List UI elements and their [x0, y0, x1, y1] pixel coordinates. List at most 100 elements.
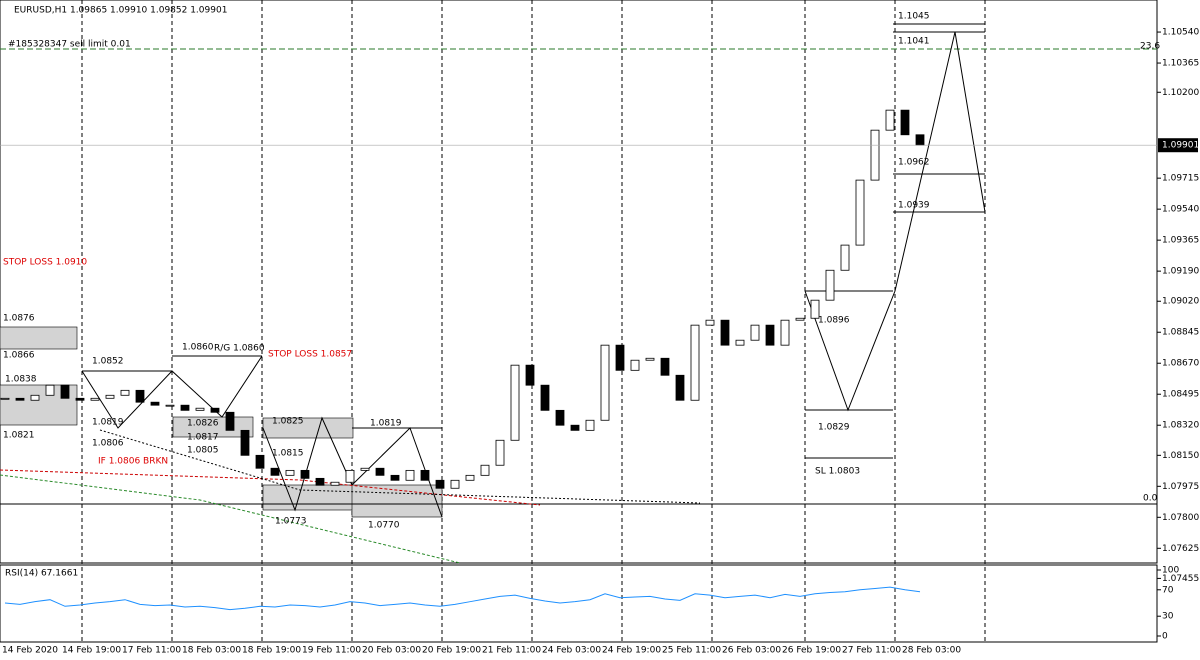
- annotation: 1.0825: [272, 417, 304, 427]
- x-tick-label: 14 Feb 2020: [2, 646, 58, 656]
- candle: [90, 397, 100, 401]
- rsi-panel: [0, 564, 1158, 643]
- y-tick-label: 1.08670: [1162, 359, 1199, 369]
- x-tick-label: 28 Feb 03:00: [902, 646, 961, 656]
- rsi-tick-label: 30: [1162, 612, 1174, 622]
- x-tick-label: 19 Feb 11:00: [302, 646, 361, 656]
- y-tick-label: 1.08320: [1162, 421, 1199, 431]
- annotation: 1.0815: [272, 449, 304, 459]
- candle: [495, 439, 505, 466]
- y-tick-label: 1.07975: [1162, 482, 1199, 492]
- candle: [240, 429, 250, 456]
- candle: [210, 407, 220, 413]
- candle: [885, 109, 895, 131]
- candle: [225, 411, 235, 431]
- annotation: 1.0939: [898, 201, 930, 211]
- rsi-line: [4, 586, 921, 611]
- y-tick-label: 1.07455: [1162, 574, 1199, 584]
- candle: [750, 324, 760, 341]
- annotation: 1.0896: [818, 316, 850, 326]
- candle: [780, 319, 790, 346]
- x-tick-label: 20 Feb 19:00: [422, 646, 481, 656]
- candle: [555, 409, 565, 426]
- y-tick-label: 1.09540: [1162, 205, 1199, 215]
- candle: [360, 467, 370, 471]
- annotation: 1.0817: [187, 433, 219, 443]
- candle: [300, 469, 310, 479]
- y-tick-label: 1.09020: [1162, 297, 1199, 307]
- candle: [390, 474, 400, 481]
- x-tick-label: 27 Feb 11:00: [842, 646, 901, 656]
- y-tick-label: 1.09190: [1162, 267, 1199, 277]
- y-tick-label: 1.10365: [1162, 59, 1199, 69]
- candle: [285, 469, 295, 476]
- x-tick-label: 24 Feb 19:00: [602, 646, 661, 656]
- x-tick-label: 18 Feb 19:00: [242, 646, 301, 656]
- candle: [465, 474, 475, 481]
- annotation: 0.0: [1143, 494, 1158, 504]
- annotation: 1.0805: [187, 446, 219, 456]
- x-tick-label: 18 Feb 03:00: [182, 646, 241, 656]
- candle: [705, 319, 715, 326]
- candle: [45, 384, 55, 396]
- annotation: 1.0826: [187, 419, 219, 429]
- candle: [315, 477, 325, 486]
- candle: [15, 397, 25, 401]
- candle: [120, 389, 130, 396]
- annotation: 1.0860: [182, 343, 214, 353]
- candle: [165, 404, 175, 407]
- rsi-tick-label: 100: [1162, 566, 1179, 576]
- annotation: 1.0829: [818, 423, 850, 433]
- levels: [0, 23, 1157, 564]
- candle: [420, 469, 430, 481]
- x-tick-label: 26 Feb 03:00: [722, 646, 781, 656]
- x-tick-label: 26 Feb 19:00: [782, 646, 841, 656]
- y-tick-label: 1.08845: [1162, 328, 1199, 338]
- candle: [600, 344, 610, 421]
- candle: [900, 109, 910, 136]
- candle: [690, 324, 700, 401]
- zones: [0, 326, 443, 518]
- x-tick-label: 24 Feb 03:00: [542, 646, 601, 656]
- annotation: 1.0806: [92, 439, 124, 449]
- candle: [525, 364, 535, 386]
- candle: [720, 319, 730, 346]
- candle: [675, 374, 685, 401]
- annotation: 1.0819: [370, 419, 402, 429]
- annotation: 1.1041: [898, 37, 930, 47]
- candle: [255, 454, 265, 469]
- candle: [795, 317, 805, 321]
- candle: [615, 344, 625, 371]
- candle: [105, 394, 115, 399]
- y-tick-label: 1.07625: [1162, 544, 1199, 554]
- candle: [345, 469, 355, 483]
- y-tick-label: 1.09365: [1162, 236, 1199, 246]
- annotation: STOP LOSS 1.0910: [3, 258, 87, 268]
- candle: [450, 479, 460, 489]
- symbol-header: EURUSD,H1 1.09865 1.09910 1.09852 1.0990…: [14, 6, 227, 16]
- candle: [825, 269, 835, 301]
- candle: [810, 299, 820, 319]
- candle: [660, 357, 670, 376]
- candle: [840, 244, 850, 271]
- candle: [180, 404, 190, 411]
- candle: [735, 339, 745, 346]
- candle: [585, 419, 595, 431]
- annotation: 1.0773: [275, 517, 307, 527]
- candle: [630, 359, 640, 371]
- candle: [570, 424, 580, 431]
- annotation: 1.0819: [92, 418, 124, 428]
- rsi-tick-label: 0: [1162, 632, 1168, 642]
- x-tick-label: 17 Feb 11:00: [122, 646, 181, 656]
- candle: [30, 394, 40, 401]
- y-tick-label: 1.10540: [1162, 28, 1199, 38]
- candle: [645, 357, 655, 361]
- candle: [540, 384, 550, 411]
- annotation: 23.6: [1140, 42, 1160, 52]
- rsi-tick-label: 70: [1162, 585, 1174, 595]
- annotation: 1.0770: [368, 521, 400, 531]
- y-tick-label: 1.08495: [1162, 390, 1199, 400]
- annotation: IF 1.0806 BRKN: [98, 457, 168, 467]
- candle: [330, 481, 340, 486]
